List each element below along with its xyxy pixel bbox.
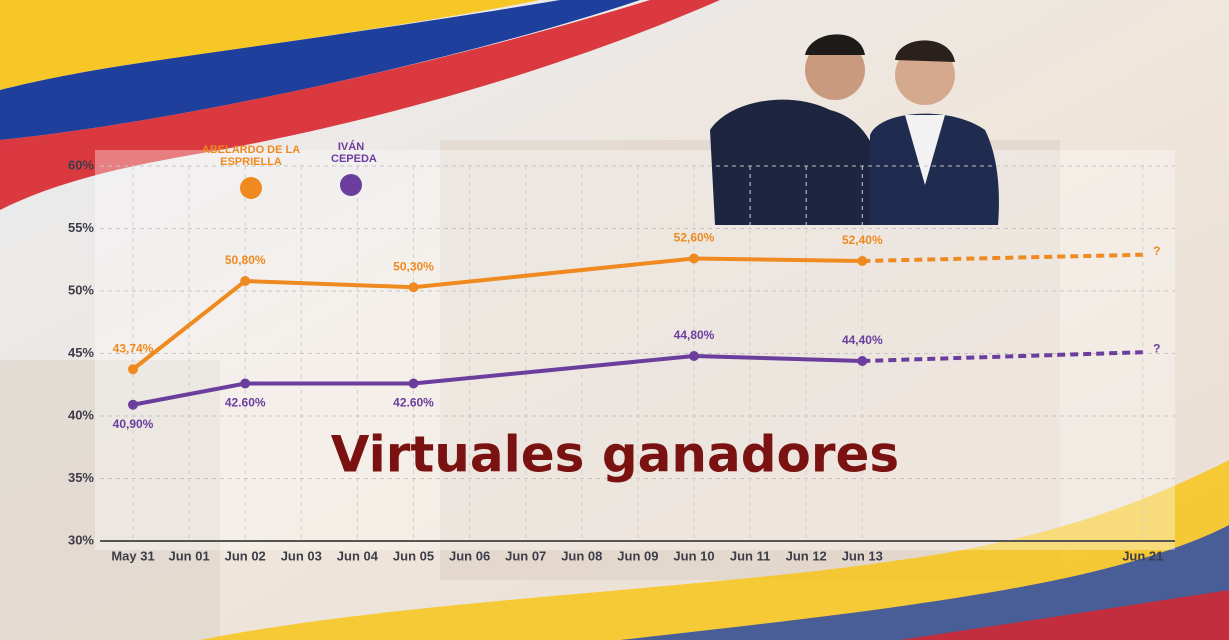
x-tick-label: Jun 08 <box>561 548 602 563</box>
x-tick-label: Jun 13 <box>842 548 883 563</box>
projection-line <box>862 252 1143 263</box>
chart-backdrop <box>95 150 1175 550</box>
x-tick-label: Jun 10 <box>673 548 714 563</box>
x-tick-label: Jun 03 <box>281 548 322 563</box>
flag-blue-bottom <box>620 525 1229 640</box>
point <box>689 253 699 264</box>
y-tick-label: 50% <box>68 282 94 297</box>
y-tick-label: 55% <box>68 220 94 235</box>
value-label: 50,30% <box>393 259 434 273</box>
x-tick-label: Jun 05 <box>393 548 434 563</box>
x-tick-label: Jun 02 <box>225 548 266 563</box>
grid: 30% 35% 40% 45% 50% 55% 60% May 31 Jun 01 Jun 02 J… <box>68 157 1175 563</box>
x-tick-label: Jun 09 <box>617 548 658 563</box>
x-tick-label: May 31 <box>111 548 154 563</box>
point <box>408 282 419 293</box>
x-tick-label: Jun 12 <box>786 548 827 563</box>
point <box>128 399 138 410</box>
value-label: 44,80% <box>674 328 715 342</box>
x-tick-label: Jun 04 <box>337 548 379 563</box>
point <box>240 378 251 389</box>
value-label: 52,40% <box>842 233 883 247</box>
point <box>128 364 138 375</box>
point <box>689 351 699 361</box>
flag-yellow <box>0 0 540 90</box>
legend-swatch <box>340 174 362 196</box>
flag-blue <box>0 0 640 140</box>
x-tick-label: Jun 06 <box>449 548 490 563</box>
projection-label: ? <box>1153 244 1160 258</box>
legend-swatch <box>240 177 262 199</box>
point <box>857 256 868 266</box>
candidates-photo <box>710 34 999 225</box>
point <box>240 276 251 286</box>
x-tick-label: Jun 21 <box>1122 548 1163 563</box>
projection-line <box>862 350 1143 363</box>
value-label: 44,40% <box>842 333 883 347</box>
chart-title: Virtuales ganadores <box>331 426 899 484</box>
y-tick-label: 40% <box>68 407 94 422</box>
value-label: 42.60% <box>225 396 266 410</box>
legend-label: IVÁN CEPEDA <box>331 141 377 165</box>
flag-red <box>0 0 720 210</box>
point <box>408 378 419 389</box>
value-label: 52,60% <box>674 231 715 245</box>
x-tick-label: Jun 11 <box>730 548 770 563</box>
flag-yellow-bottom <box>200 460 1229 640</box>
y-tick-label: 60% <box>68 157 94 172</box>
x-tick-label: Jun 01 <box>169 548 210 563</box>
flag-red-bottom <box>900 590 1229 640</box>
y-tick-label: 45% <box>68 345 94 360</box>
marks: ? 43,74% 50,80% 50,30% 52,60% 52,40%? 40,90% 42… <box>113 174 1160 431</box>
legend-label: ABELARDO DE LA ESPRIELLA <box>201 144 301 168</box>
building-left <box>0 360 220 640</box>
value-label: 43,74% <box>113 341 154 355</box>
value-label: 40,90% <box>113 417 154 431</box>
value-label: 42.60% <box>393 396 434 410</box>
y-tick-label: 35% <box>68 470 94 485</box>
value-label: 50,80% <box>225 253 266 267</box>
x-tick-label: Jun 07 <box>505 548 546 563</box>
projection-label: ? <box>1153 341 1160 355</box>
y-tick-label: 30% <box>68 532 94 547</box>
point <box>857 356 868 366</box>
